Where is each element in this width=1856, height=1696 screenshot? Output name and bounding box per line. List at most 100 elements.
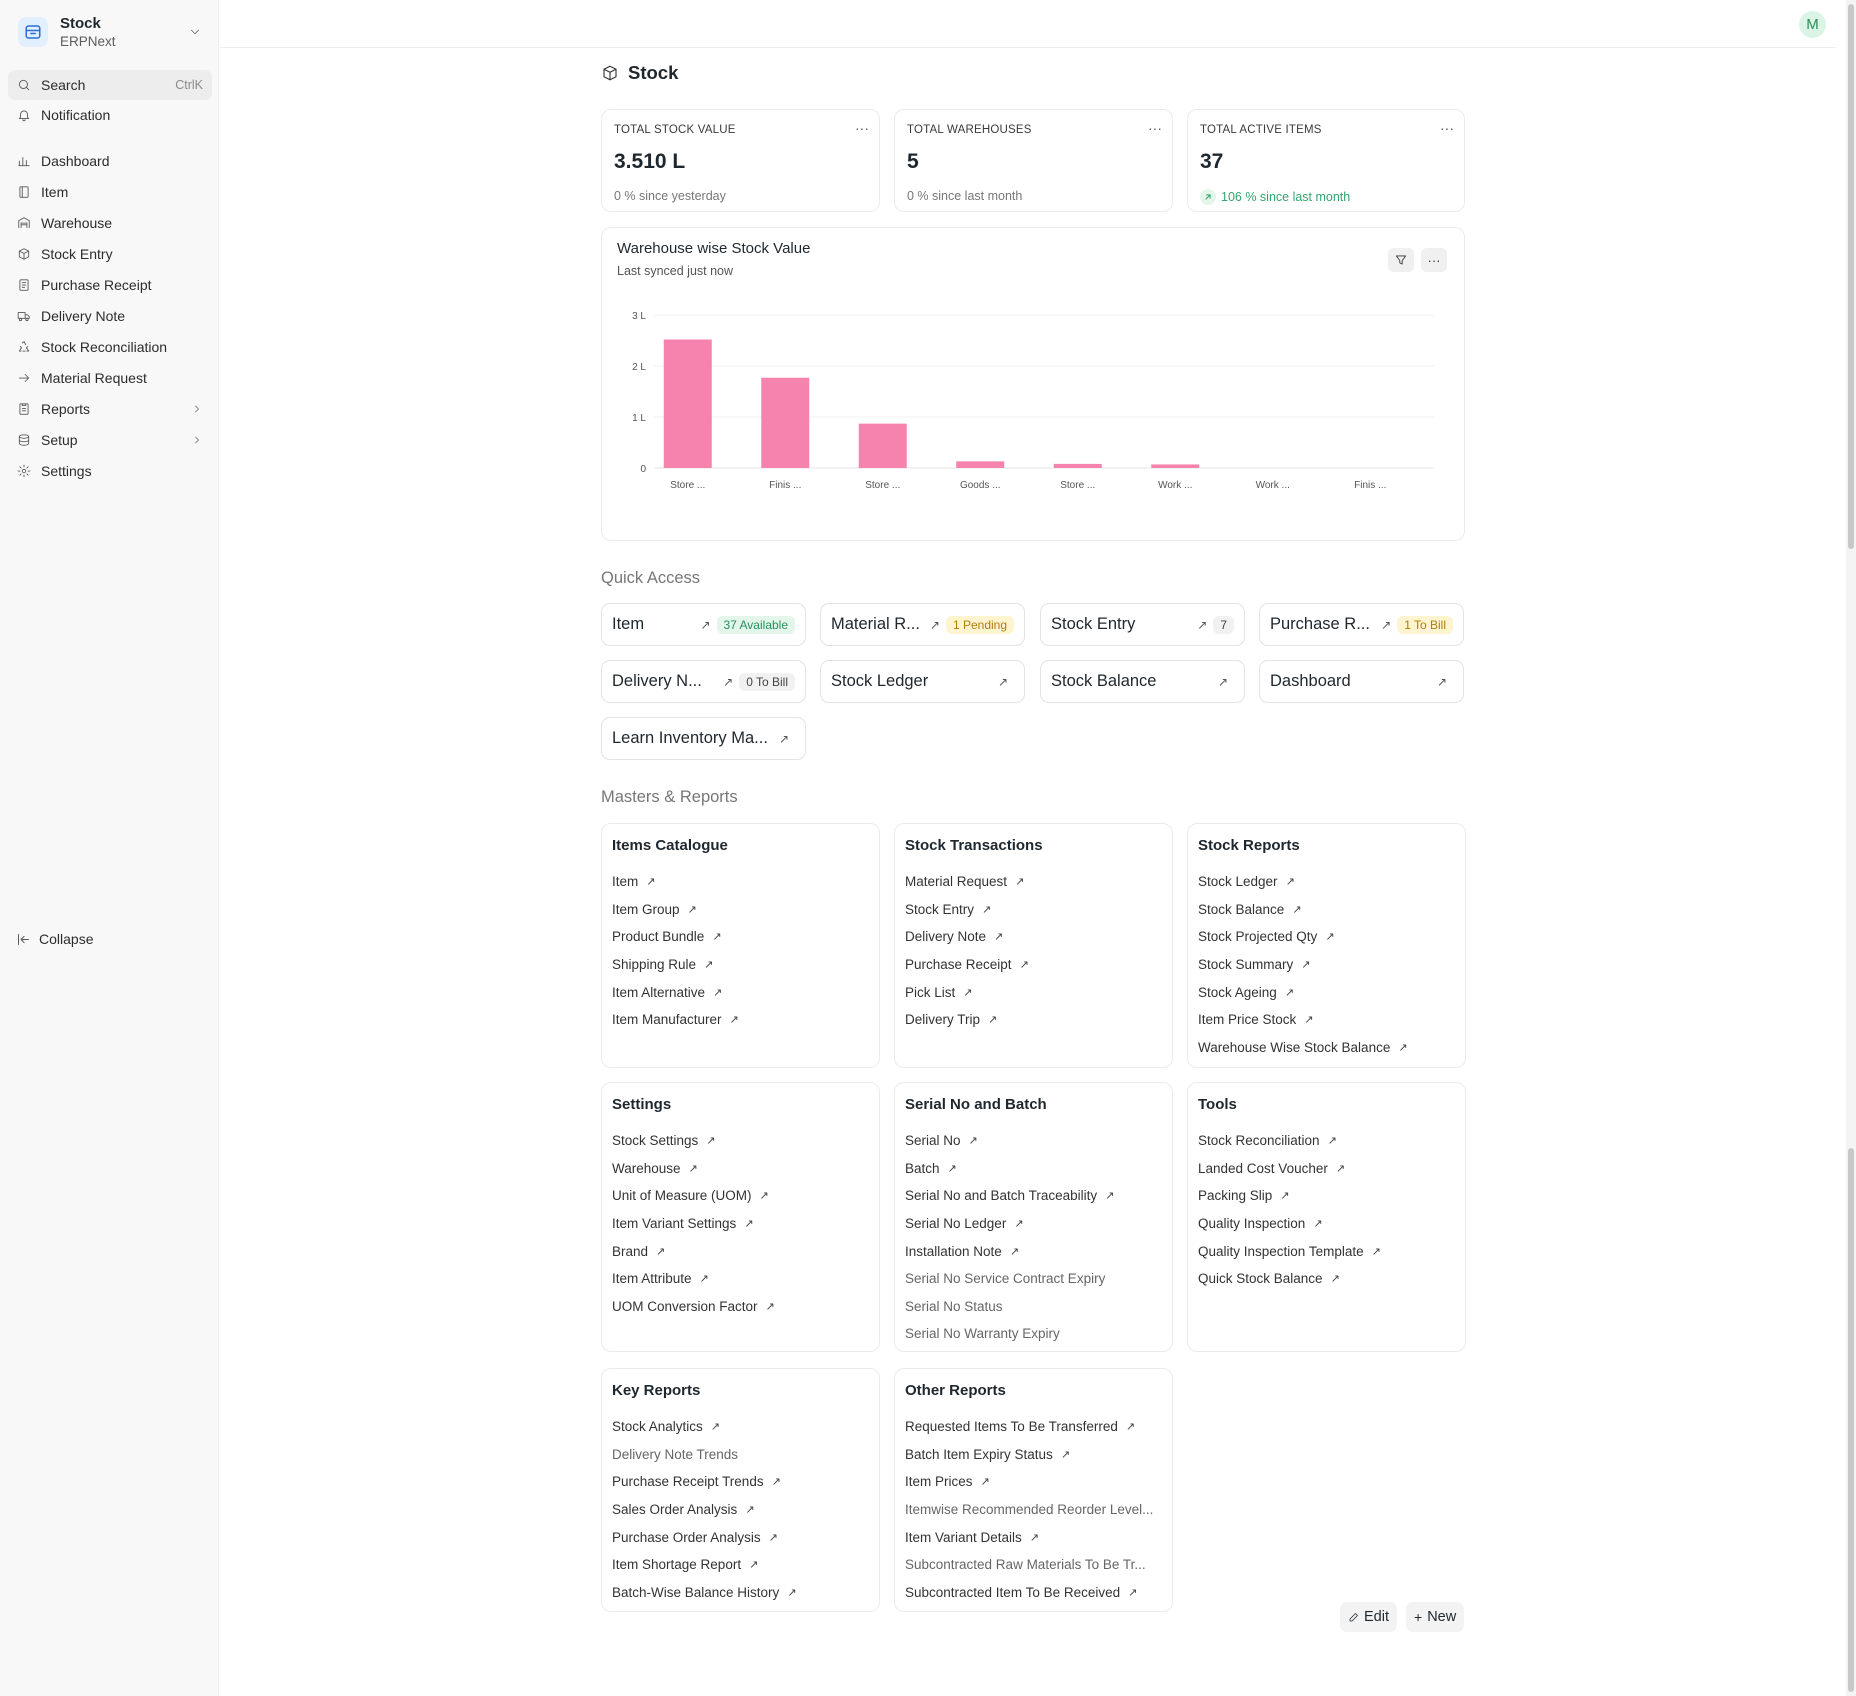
sidebar-item-purchase-receipt[interactable]: Purchase Receipt: [8, 270, 212, 300]
sidebar-item-stock-entry[interactable]: Stock Entry: [8, 239, 212, 269]
link-item[interactable]: Delivery Trip ↗: [905, 1006, 1162, 1034]
scrollbar-thumb-lower[interactable]: [1848, 1148, 1854, 1692]
edit-button[interactable]: Edit: [1340, 1602, 1397, 1632]
bar[interactable]: [761, 377, 810, 468]
app-switcher[interactable]: Stock ERPNext: [8, 8, 212, 56]
link-item[interactable]: Item Variant Details ↗: [905, 1523, 1162, 1551]
link-item[interactable]: Stock Projected Qty ↗: [1198, 923, 1455, 951]
link-item[interactable]: Stock Summary ↗: [1198, 951, 1455, 979]
link-item[interactable]: Stock Ledger ↗: [1198, 868, 1455, 896]
link-item[interactable]: Item Manufacturer ↗: [612, 1006, 869, 1034]
chart-more-button[interactable]: ···: [1421, 248, 1447, 272]
link-item[interactable]: Installation Note ↗: [905, 1237, 1162, 1265]
link-item[interactable]: Brand ↗: [612, 1237, 869, 1265]
sidebar-item-warehouse[interactable]: Warehouse: [8, 208, 212, 238]
sidebar-item-delivery-note[interactable]: Delivery Note: [8, 301, 212, 331]
notification-button[interactable]: Notification: [8, 100, 212, 130]
bar[interactable]: [1053, 463, 1102, 468]
link-item[interactable]: Landed Cost Voucher ↗: [1198, 1155, 1455, 1183]
link-item[interactable]: Purchase Receipt Trends ↗: [612, 1468, 869, 1496]
shortcut-tile[interactable]: Stock Balance ↗: [1040, 660, 1245, 703]
scrollbar-thumb[interactable]: [1848, 4, 1854, 549]
link-item[interactable]: Quick Stock Balance ↗: [1198, 1265, 1455, 1293]
scrollbar-track[interactable]: [1846, 0, 1856, 1696]
shortcut-tile[interactable]: Stock Ledger ↗: [820, 660, 1025, 703]
new-button[interactable]: + New: [1406, 1602, 1465, 1632]
more-icon[interactable]: ···: [855, 120, 869, 136]
search-button[interactable]: Search CtrlK: [8, 70, 212, 100]
filter-button[interactable]: [1388, 248, 1414, 272]
sidebar-item-item[interactable]: Item: [8, 177, 212, 207]
sidebar-item-stock-reconciliation[interactable]: Stock Reconciliation: [8, 332, 212, 362]
shortcut-tile[interactable]: Dashboard ↗: [1259, 660, 1464, 703]
link-item[interactable]: Purchase Order Analysis ↗: [612, 1523, 869, 1551]
link-item[interactable]: Shipping Rule ↗: [612, 951, 869, 979]
link-item[interactable]: Warehouse Wise Stock Balance ↗: [1198, 1034, 1455, 1062]
link-item[interactable]: Serial No Service Contract Expiry: [905, 1265, 1162, 1293]
link-item[interactable]: Item Variant Settings ↗: [612, 1210, 869, 1238]
more-icon[interactable]: ···: [1148, 120, 1162, 136]
avatar[interactable]: M: [1799, 11, 1826, 38]
link-item[interactable]: Stock Balance ↗: [1198, 896, 1455, 924]
link-item[interactable]: Requested Items To Be Transferred ↗: [905, 1413, 1162, 1441]
link-item[interactable]: Item Alternative ↗: [612, 978, 869, 1006]
link-item[interactable]: Stock Ageing ↗: [1198, 978, 1455, 1006]
link-item[interactable]: Quality Inspection Template ↗: [1198, 1237, 1455, 1265]
link-item[interactable]: Sales Order Analysis ↗: [612, 1496, 869, 1524]
shortcut-tile[interactable]: Delivery N... ↗ 0 To Bill: [601, 660, 806, 703]
link-item[interactable]: UOM Conversion Factor ↗: [612, 1293, 869, 1321]
number-card-total-active-items[interactable]: TOTAL ACTIVE ITEMS ··· 37 106 % since la…: [1187, 109, 1465, 212]
more-icon[interactable]: ···: [1440, 120, 1454, 136]
sidebar-item-reports[interactable]: Reports: [8, 394, 212, 424]
link-item[interactable]: Serial No Warranty Expiry: [905, 1320, 1162, 1348]
link-item[interactable]: Stock Reconciliation ↗: [1198, 1127, 1455, 1155]
link-item[interactable]: Subcontracted Raw Materials To Be Tr...: [905, 1551, 1162, 1579]
shortcut-tile[interactable]: Stock Entry ↗ 7: [1040, 603, 1245, 646]
link-item[interactable]: Material Request ↗: [905, 868, 1162, 896]
number-card-total-warehouses[interactable]: TOTAL WAREHOUSES ··· 5 0 % since last mo…: [894, 109, 1173, 212]
bar[interactable]: [858, 423, 907, 468]
link-item[interactable]: Subcontracted Item To Be Received ↗: [905, 1579, 1162, 1607]
link-item[interactable]: Item Shortage Report ↗: [612, 1551, 869, 1579]
link-item[interactable]: Serial No Status: [905, 1293, 1162, 1321]
link-item[interactable]: Batch Item Expiry Status ↗: [905, 1441, 1162, 1469]
number-card-total-stock-value[interactable]: TOTAL STOCK VALUE ··· 3.510 L 0 % since …: [601, 109, 880, 212]
sidebar-item-label: Dashboard: [41, 153, 110, 169]
bar[interactable]: [663, 339, 712, 468]
shortcut-tile[interactable]: Material R... ↗ 1 Pending: [820, 603, 1025, 646]
link-item[interactable]: Itemwise Recommended Reorder Level...: [905, 1496, 1162, 1524]
link-item[interactable]: Batch-Wise Balance History ↗: [612, 1579, 869, 1607]
link-item[interactable]: Serial No and Batch Traceability ↗: [905, 1182, 1162, 1210]
link-item[interactable]: Purchase Receipt ↗: [905, 951, 1162, 979]
link-item[interactable]: Quality Inspection ↗: [1198, 1210, 1455, 1238]
link-item[interactable]: Unit of Measure (UOM) ↗: [612, 1182, 869, 1210]
link-item[interactable]: Warehouse ↗: [612, 1155, 869, 1183]
sidebar-item-settings[interactable]: Settings: [8, 456, 212, 486]
link-item[interactable]: Packing Slip ↗: [1198, 1182, 1455, 1210]
sidebar-item-dashboard[interactable]: Dashboard: [8, 146, 212, 176]
link-item[interactable]: Item Prices ↗: [905, 1468, 1162, 1496]
bar[interactable]: [1151, 464, 1200, 468]
link-item[interactable]: Batch ↗: [905, 1155, 1162, 1183]
sidebar-item-setup[interactable]: Setup: [8, 425, 212, 455]
shortcut-tile[interactable]: Item ↗ 37 Available: [601, 603, 806, 646]
link-item[interactable]: Item Attribute ↗: [612, 1265, 869, 1293]
link-item[interactable]: Stock Analytics ↗: [612, 1413, 869, 1441]
link-item[interactable]: Delivery Note ↗: [905, 923, 1162, 951]
shortcut-tile[interactable]: Learn Inventory Ma... ↗: [601, 717, 806, 760]
link-item[interactable]: Serial No ↗: [905, 1127, 1162, 1155]
link-item[interactable]: Item ↗: [612, 868, 869, 896]
link-item[interactable]: Pick List ↗: [905, 978, 1162, 1006]
link-item[interactable]: Stock Settings ↗: [612, 1127, 869, 1155]
link-item[interactable]: Item Price Stock ↗: [1198, 1006, 1455, 1034]
link-item[interactable]: Item Group ↗: [612, 896, 869, 924]
collapse-button[interactable]: Collapse: [8, 924, 101, 954]
bar[interactable]: [956, 461, 1005, 468]
link-item[interactable]: Product Bundle ↗: [612, 923, 869, 951]
sidebar-item-material-request[interactable]: Material Request: [8, 363, 212, 393]
shortcut-tile[interactable]: Purchase R... ↗ 1 To Bill: [1259, 603, 1464, 646]
link-item[interactable]: Delivery Note Trends: [612, 1441, 869, 1469]
link-item[interactable]: Serial No Ledger ↗: [905, 1210, 1162, 1238]
link-card-title: Serial No and Batch: [905, 1096, 1047, 1113]
link-item[interactable]: Stock Entry ↗: [905, 896, 1162, 924]
